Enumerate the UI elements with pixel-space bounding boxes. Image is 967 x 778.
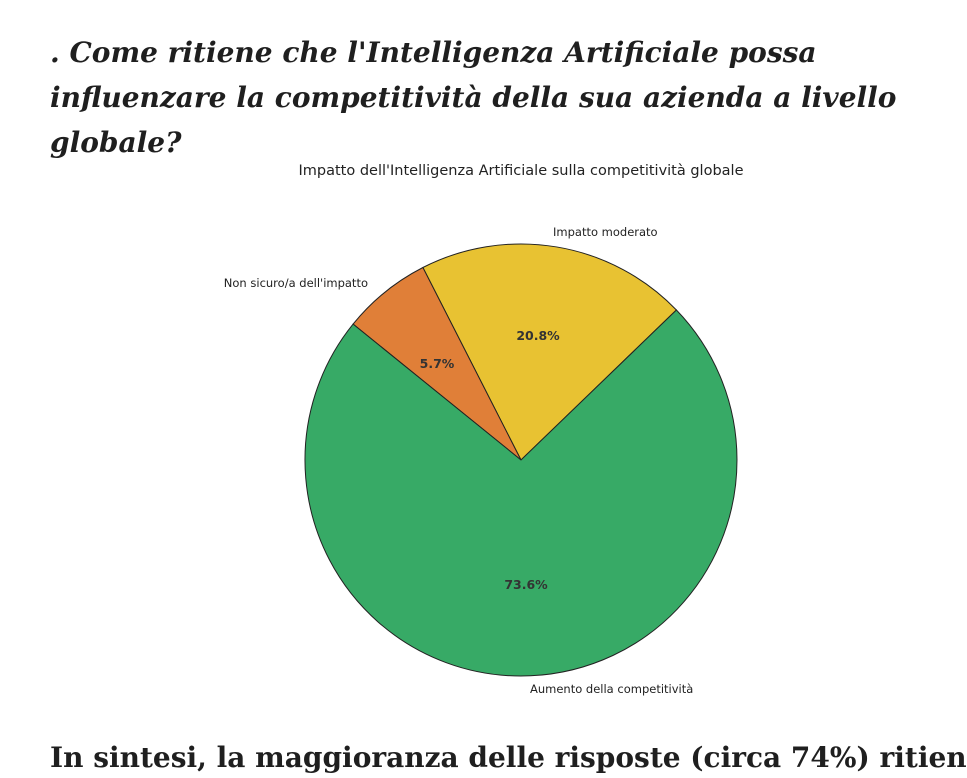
pct-label-yellow: 20.8% [516,328,560,343]
chart-title: Impatto dell'Intelligenza Artificiale su… [298,163,743,179]
label-impatto-moderato: Impatto moderato [553,225,658,239]
next-paragraph-clipped: In sintesi, la maggioranza delle rispost… [50,741,967,774]
pct-label-green: 73.6% [504,577,548,592]
label-aumento-competitivita: Aumento della competitività [530,682,693,696]
question-heading: . Come ritiene che l'Intelligenza Artifi… [50,36,897,159]
wedge-aumento-competitivita [304,309,738,677]
wedge-impatto-moderato [422,243,678,461]
pct-label-orange: 5.7% [420,356,455,371]
label-non-sicuro: Non sicuro/a dell'impatto [224,276,368,290]
pie-chart: Impatto dell'Intelligenza Artificiale su… [224,163,744,696]
